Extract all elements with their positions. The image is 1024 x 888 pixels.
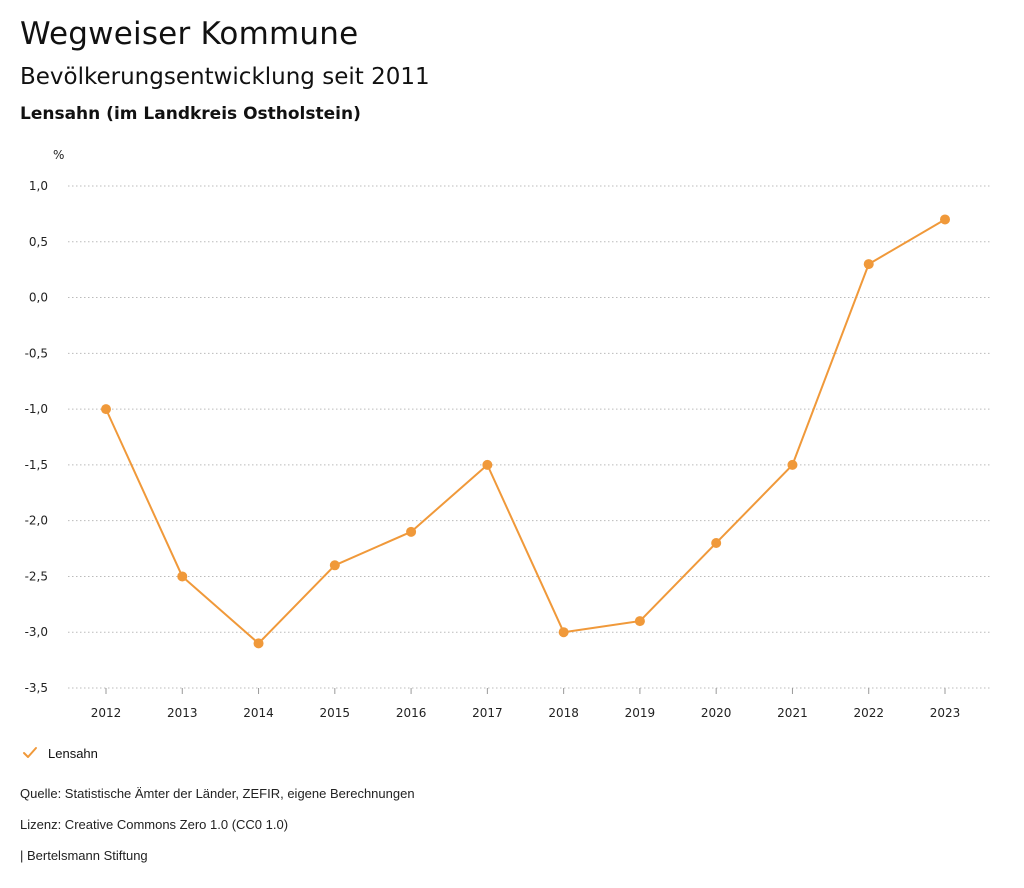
license-note: Lizenz: Creative Commons Zero 1.0 (CC0 1… [20,817,289,832]
x-tick-label: 2014 [243,706,274,720]
x-tick-label: 2017 [472,706,503,720]
data-point[interactable] [482,459,493,470]
data-point[interactable] [329,560,340,571]
check-icon [23,747,37,758]
y-tick-label: 1,0 [29,179,48,193]
data-point[interactable] [940,214,950,225]
org-credit: | Bertelsmann Stiftung [20,848,148,863]
data-point[interactable] [711,537,722,548]
page-subtitle: Bevölkerungsentwicklung seit 2011 [20,64,430,90]
y-axis: 1,0 0,5 0,0 -0,5 -1,0 -1,5 -2,0 -2,5 -3,0 -3,5 [25,179,48,695]
legend-label: Lensahn [48,745,98,761]
x-tick-label: 2020 [701,706,732,720]
y-tick-label: -1,0 [25,402,48,416]
data-point[interactable] [253,638,264,649]
x-tick-label: 2019 [625,706,656,720]
data-point[interactable] [863,259,874,270]
x-tick-label: 2018 [548,706,579,720]
series-lines [105,218,946,645]
x-tick-label: 2013 [167,706,198,720]
y-tick-label: -2,0 [25,514,48,528]
x-tick-label: 2015 [320,706,351,720]
y-tick-label: 0,0 [29,291,48,305]
x-tick-label: 2016 [396,706,427,720]
x-tick-label: 2012 [91,706,122,720]
data-point[interactable] [101,404,111,415]
data-point[interactable] [406,526,417,537]
x-tick-label: 2022 [853,706,884,720]
y-tick-label: -1,5 [25,458,48,472]
gridlines [68,185,990,689]
region-title: Lensahn (im Landkreis Ostholstein) [20,104,361,124]
line-chart: % 1,00,50,0-0,5-1,0-1,5-2,0-2,5-3,0-3,5 … [25,148,990,720]
y-tick-label: 0,5 [29,235,48,249]
page-title: Wegweiser Kommune [20,16,359,52]
y-tick-label: -2,5 [25,569,48,583]
series-points [101,214,950,649]
y-axis-unit-label: % [53,148,64,162]
source-note: Quelle: Statistische Ämter der Länder, Z… [20,786,415,801]
y-tick-label: -0,5 [25,346,48,360]
data-point[interactable] [787,459,798,470]
x-axis: 2012 2013 2014 2015 2016 2017 2018 2019 2020 2021… [91,688,961,720]
series-line [105,218,946,645]
legend[interactable]: Lensahn [22,745,98,761]
data-point[interactable] [558,627,569,638]
y-tick-label: -3,0 [25,625,48,639]
data-point[interactable] [634,616,645,627]
data-point[interactable] [177,571,188,582]
x-tick-label: 2021 [777,706,808,720]
x-tick-label: 2023 [930,706,961,720]
y-tick-label: -3,5 [25,681,48,695]
